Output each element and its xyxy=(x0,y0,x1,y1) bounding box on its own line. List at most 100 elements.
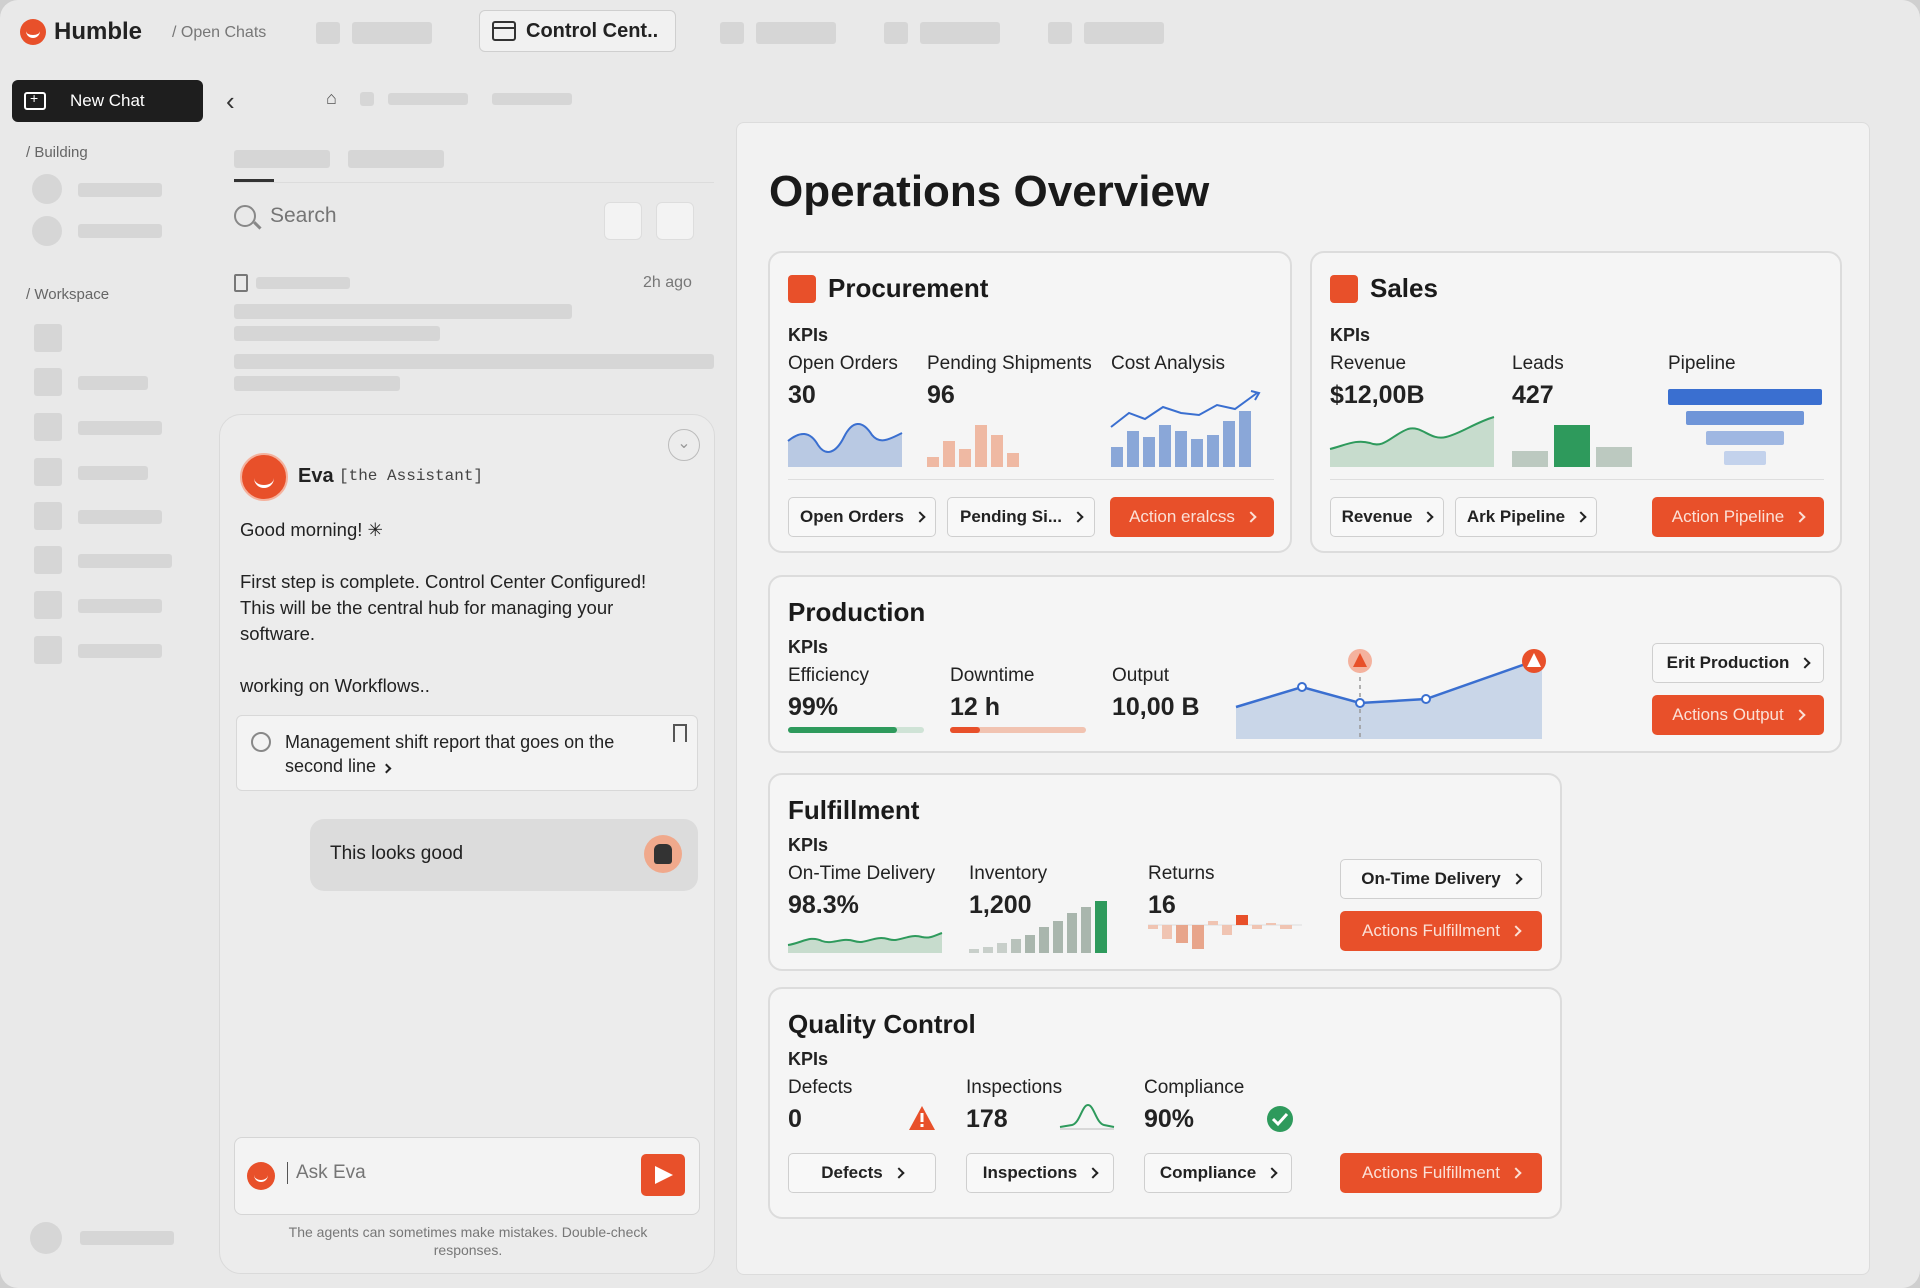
open-orders-button[interactable]: Open Orders xyxy=(788,497,936,537)
search-icon xyxy=(234,205,256,227)
compliance-button[interactable]: Compliance xyxy=(1144,1153,1292,1193)
on-time-delivery-button[interactable]: On-Time Delivery xyxy=(1340,859,1542,899)
tab-placeholder-icon[interactable] xyxy=(884,22,908,44)
search-input[interactable] xyxy=(270,204,520,228)
inspections-button[interactable]: Inspections xyxy=(966,1153,1114,1193)
actions-fulfillment-button[interactable]: Actions Fulfillment xyxy=(1340,911,1542,951)
app-logo[interactable]: Humble xyxy=(20,18,142,46)
sidebar-item-placeholder[interactable] xyxy=(78,183,162,197)
assistant-role: [the Assistant] xyxy=(339,467,484,485)
action-cost-analysis-button[interactable]: Action eralcss xyxy=(1110,497,1274,537)
workspace-item-icon[interactable] xyxy=(34,591,62,619)
list-tab[interactable] xyxy=(348,150,444,168)
top-breadcrumb[interactable]: / Open Chats xyxy=(172,24,267,41)
workspace-item-icon[interactable] xyxy=(34,636,62,664)
kpis-label: KPIs xyxy=(1330,325,1371,345)
back-chevron-icon[interactable]: ‹ xyxy=(226,86,235,116)
pipeline-funnel xyxy=(1668,389,1822,465)
pending-shipments-button[interactable]: Pending Si... xyxy=(947,497,1095,537)
kpis-label: KPIs xyxy=(788,1049,829,1069)
kpi-leads-value: 427 xyxy=(1512,381,1554,409)
fulfillment-card: Fulfillment KPIs On-Time Delivery 98.3% … xyxy=(768,773,1562,971)
search-row xyxy=(234,204,520,228)
procurement-icon xyxy=(788,274,816,303)
inventory-bars xyxy=(969,901,1107,953)
tab-control-center[interactable]: Control Cent.. xyxy=(479,10,676,52)
fulfillment-title: Fulfillment xyxy=(788,795,920,825)
breadcrumb-placeholder[interactable] xyxy=(388,93,468,105)
sidebar-item-placeholder[interactable] xyxy=(78,224,162,238)
workspace-item-placeholder[interactable] xyxy=(78,376,148,390)
defects-button[interactable]: Defects xyxy=(788,1153,936,1193)
ask-eva-input[interactable] xyxy=(287,1162,617,1184)
list-item-line-placeholder xyxy=(234,354,714,369)
tab-placeholder[interactable] xyxy=(920,22,1000,44)
tab-placeholder[interactable] xyxy=(1084,22,1164,44)
workspace-item-placeholder[interactable] xyxy=(78,599,162,613)
eva-mini-avatar xyxy=(247,1162,275,1190)
leads-bars xyxy=(1512,425,1632,467)
section-building: / Building xyxy=(26,144,88,161)
list-item-time: 2h ago xyxy=(643,274,692,291)
workspace-item-icon[interactable] xyxy=(34,502,62,530)
actions-fulfillment-quality-button[interactable]: Actions Fulfillment xyxy=(1340,1153,1542,1193)
production-title: Production xyxy=(788,597,926,627)
logo-icon xyxy=(20,19,46,45)
workspace-item-placeholder[interactable] xyxy=(78,644,162,658)
breadcrumb-placeholder[interactable] xyxy=(360,92,374,106)
workflow-icon xyxy=(251,732,271,752)
downtime-bar-fill xyxy=(950,727,980,733)
list-tab-active[interactable] xyxy=(234,150,330,168)
avatar-placeholder[interactable] xyxy=(32,216,62,246)
tab-placeholder-icon[interactable] xyxy=(1048,22,1072,44)
kpi-pipeline-label: Pipeline xyxy=(1668,353,1736,374)
tab-placeholder[interactable] xyxy=(756,22,836,44)
tab-underline xyxy=(234,179,274,182)
workspace-item-icon[interactable] xyxy=(34,368,62,396)
revenue-button[interactable]: Revenue xyxy=(1330,497,1444,537)
check-circle-icon xyxy=(1267,1106,1293,1132)
kpi-inventory-value: 1,200 xyxy=(969,891,1032,919)
workspace-item-placeholder[interactable] xyxy=(78,510,162,524)
list-item-line-placeholder xyxy=(234,326,440,341)
kpi-leads-label: Leads xyxy=(1512,353,1564,374)
home-icon[interactable]: ⌂ xyxy=(326,88,337,108)
avatar-placeholder[interactable] xyxy=(32,174,62,204)
workspace-item-icon[interactable] xyxy=(34,413,62,441)
assistant-greeting: Good morning! ✳ xyxy=(240,519,384,540)
returns-bars xyxy=(1148,915,1302,949)
procurement-card: Procurement KPIs Open Orders 30 Pending … xyxy=(768,251,1292,553)
action-pipeline-button[interactable]: Action Pipeline xyxy=(1652,497,1824,537)
kpi-revenue-value: $12,00B xyxy=(1330,381,1425,409)
card-divider xyxy=(1330,479,1824,480)
breadcrumb-placeholder[interactable] xyxy=(492,93,572,105)
send-icon[interactable] xyxy=(641,1154,685,1196)
filter-button[interactable] xyxy=(604,202,642,240)
ark-pipeline-button[interactable]: Ark Pipeline xyxy=(1455,497,1597,537)
new-chat-button[interactable]: New Chat xyxy=(12,80,203,122)
workspace-item-placeholder[interactable] xyxy=(78,466,148,480)
erit-production-button[interactable]: Erit Production xyxy=(1652,643,1824,683)
collapse-chevron-icon[interactable]: ⌄ xyxy=(668,429,700,461)
tab-placeholder[interactable] xyxy=(352,22,432,44)
user-avatar[interactable] xyxy=(30,1222,62,1254)
workspace-item-icon[interactable] xyxy=(34,458,62,486)
user-message: This looks good xyxy=(310,819,698,891)
document-icon xyxy=(234,274,248,292)
workspace-item-icon[interactable] xyxy=(34,546,62,574)
workspace-item-placeholder[interactable] xyxy=(78,421,162,435)
top-bar: Humble / Open Chats Control Cent.. xyxy=(0,0,1920,64)
open-orders-sparkline xyxy=(787,423,903,467)
workspace-item-placeholder[interactable] xyxy=(78,554,172,568)
workspace-item-icon[interactable] xyxy=(34,324,62,352)
kpi-revenue-label: Revenue xyxy=(1330,353,1407,374)
sort-button[interactable] xyxy=(656,202,694,240)
card-divider xyxy=(788,479,1274,480)
sales-title: Sales xyxy=(1370,273,1438,303)
tab-placeholder-icon[interactable] xyxy=(316,22,340,44)
tab-placeholder-icon[interactable] xyxy=(720,22,744,44)
actions-output-button[interactable]: Actions Output xyxy=(1652,695,1824,735)
report-card[interactable]: Management shift report that goes on the… xyxy=(236,715,698,791)
list-item-title-placeholder[interactable] xyxy=(256,277,350,289)
bookmark-icon[interactable] xyxy=(673,724,687,742)
